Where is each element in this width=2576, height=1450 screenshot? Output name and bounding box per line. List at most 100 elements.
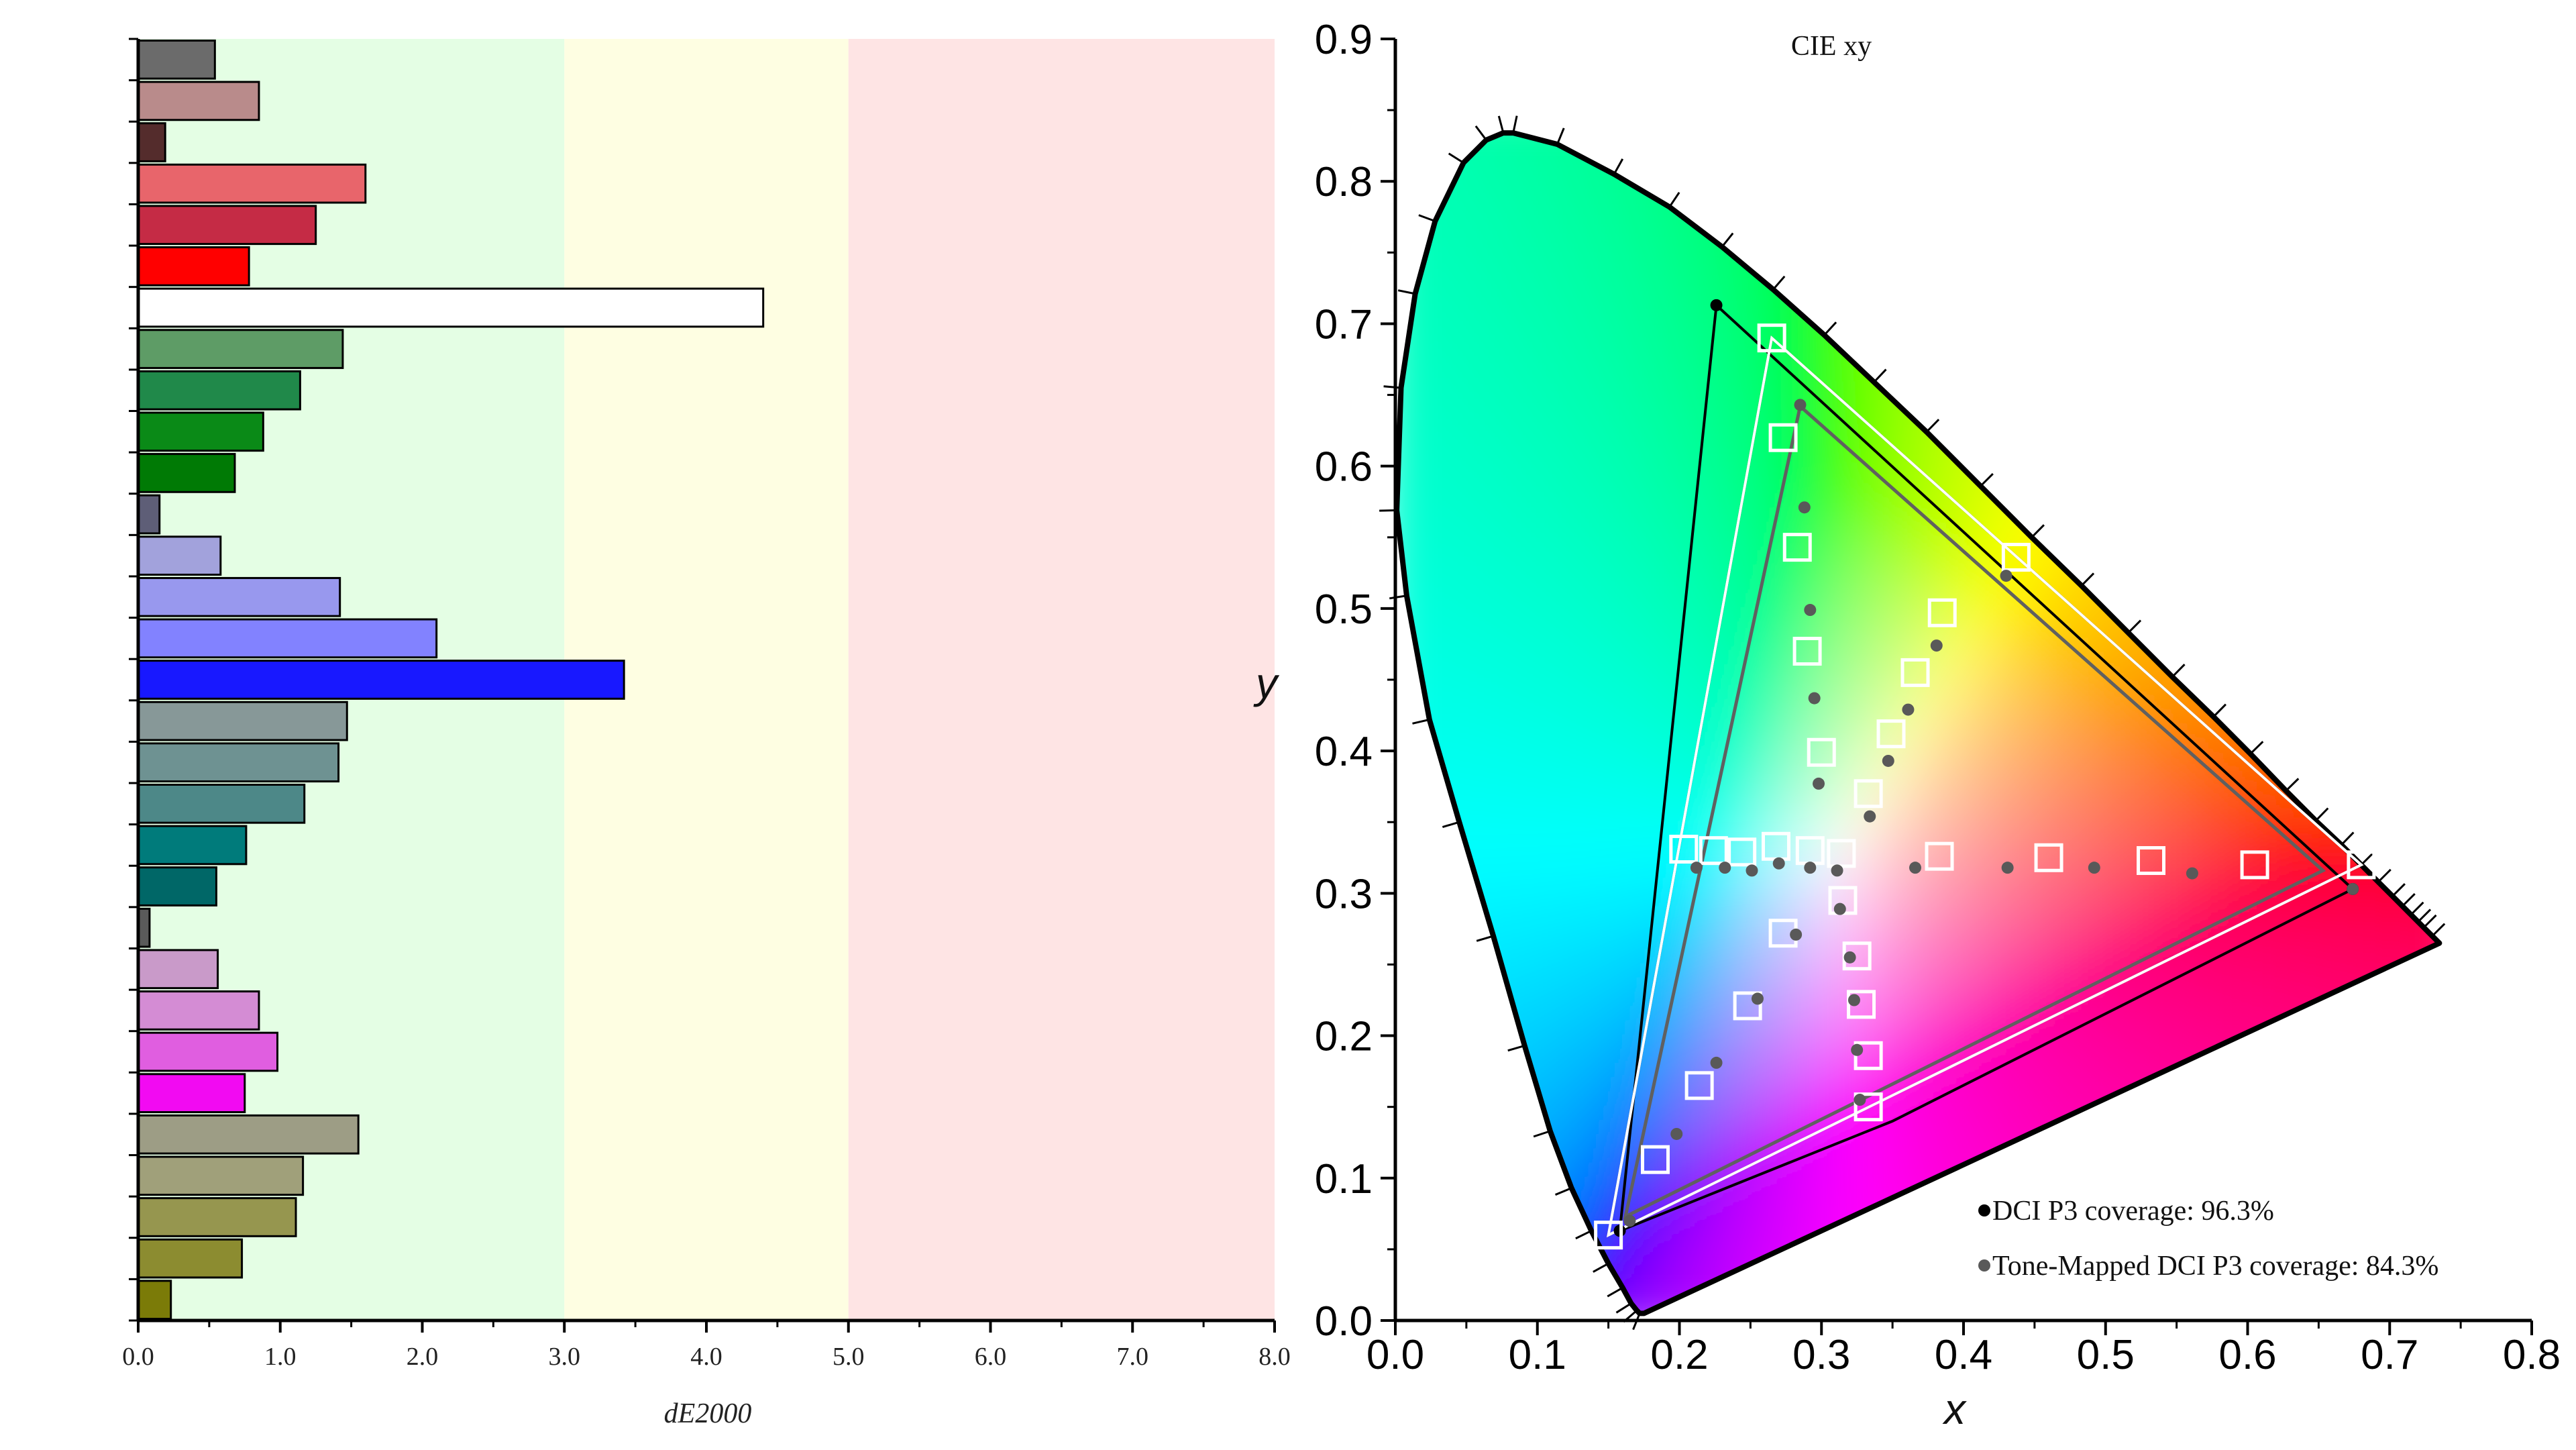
measured-point [2186,867,2198,880]
target-point [2137,846,2166,876]
cie-y-tick-label: 0.5 [1315,586,1373,633]
wavelength-tick [2402,893,2416,907]
measured-point [1751,992,1764,1005]
wavelength-tick [2315,807,2329,822]
target-gamut-triangle [1606,335,2364,1238]
bar-x-tick-label: 8.0 [1258,1343,1291,1371]
wavelength-tick [2249,741,2264,755]
bar-chart-x-axis-label: dE2000 [664,1398,752,1429]
measured-point [1798,501,1811,514]
cie-x-tick-label: 0.8 [2503,1332,2561,1378]
measured-point [1670,1127,1683,1140]
wavelength-tick [2377,868,2392,883]
wavelength-tick [2127,619,2142,634]
bar-x-tick-label: 4.0 [690,1343,722,1371]
measured-point [1804,862,1817,874]
wavelength-tick [1873,368,1887,383]
dE-bar [137,122,166,162]
dE-bar [137,1155,305,1196]
wavelength-tick [2080,572,2095,586]
wavelength-tick [1668,192,1680,208]
wavelength-tick [1980,472,1994,487]
cie-y-tick-label: 0.6 [1315,444,1373,490]
wavelength-tick [1772,275,1786,291]
dE-bar [137,246,250,287]
dE-bar [137,742,340,783]
measured-point [1851,1043,1864,1056]
target-point [1757,323,1786,353]
target-point [1847,990,1876,1019]
legend-label: DCI P3 coverage: 96.3% [1992,1196,2274,1227]
legend-marker [1978,1204,1990,1216]
target-point [1807,737,1836,767]
measured-point [1930,639,1943,652]
bar-x-tick-label: 3.0 [549,1343,581,1371]
target-point [1792,637,1822,666]
wavelength-tick [1474,125,1487,141]
wavelength-ticks [1379,115,2446,1331]
target-point [1782,533,1812,562]
bar-x-tick-label: 7.0 [1117,1343,1149,1371]
measured-point [1864,810,1876,823]
cie-x-tick-label: 0.6 [2218,1332,2276,1378]
cie-x-tick-label: 0.7 [2361,1332,2418,1378]
cie-y-tick-label: 0.4 [1315,729,1373,775]
target-point [1854,1092,1883,1122]
measured-point [1902,703,1915,716]
wavelength-tick [1397,289,1415,295]
target-point [1876,719,1906,749]
wavelength-tick [1442,821,1460,829]
dE-bar [137,990,260,1031]
measured-point [1772,857,1785,870]
target-point [1927,598,1957,627]
cie-x-tick-label: 0.0 [1366,1332,1424,1378]
wavelength-tick [1512,115,1518,134]
wavelength-tick [1383,385,1401,389]
wavelength-tick [2392,883,2406,897]
dE-bar [137,576,341,617]
cie-y-tick-label: 0.0 [1315,1298,1373,1345]
wavelength-tick [1575,1229,1592,1240]
measured-point [2088,862,2100,874]
measured-point [1623,1214,1636,1227]
dE-bar [137,205,317,246]
bar-x-tick-label: 0.0 [122,1343,154,1371]
wavelength-tick [1607,1286,1623,1298]
dE-bar [137,411,264,452]
dE-bar [137,949,219,990]
wavelength-tick [1925,419,1940,433]
measured-point [1833,902,1846,915]
wavelength-tick [1497,115,1505,134]
wavelength-tick [1476,935,1494,942]
bar-x-tick-label: 2.0 [407,1343,439,1371]
dE-bar [137,701,348,741]
wavelength-tick [1823,321,1837,336]
dE-bar [137,825,248,866]
target-point [1699,836,1728,866]
measured-point [1843,951,1856,964]
wavelength-tick [2341,831,2355,846]
legend-label: Tone-Mapped DCI P3 coverage: 84.3% [1992,1251,2438,1282]
cie-x-tick-label: 0.3 [1792,1332,1850,1378]
wavelength-tick [2417,909,2432,923]
measured-point [1813,777,1825,790]
wavelength-tick [1615,1302,1632,1314]
target-point [1733,991,1762,1021]
measured-point [1804,604,1817,617]
wavelength-tick [1412,718,1430,725]
bar-x-tick-label: 6.0 [975,1343,1007,1371]
wavelength-tick [1721,232,1734,248]
wavelength-tick [1533,1130,1551,1138]
wavelength-tick [1556,127,1565,145]
target-point [2001,542,2031,572]
wavelength-tick [2410,901,2424,916]
measured-point [1794,399,1807,411]
wavelength-tick [2171,664,2186,678]
dE-bar [137,1238,244,1279]
target-point [2034,843,2063,872]
measured-point [2347,882,2359,895]
cie-x-tick-label: 0.5 [2077,1332,2135,1378]
dE-bar [137,329,344,369]
wavelength-tick [2431,923,2446,937]
